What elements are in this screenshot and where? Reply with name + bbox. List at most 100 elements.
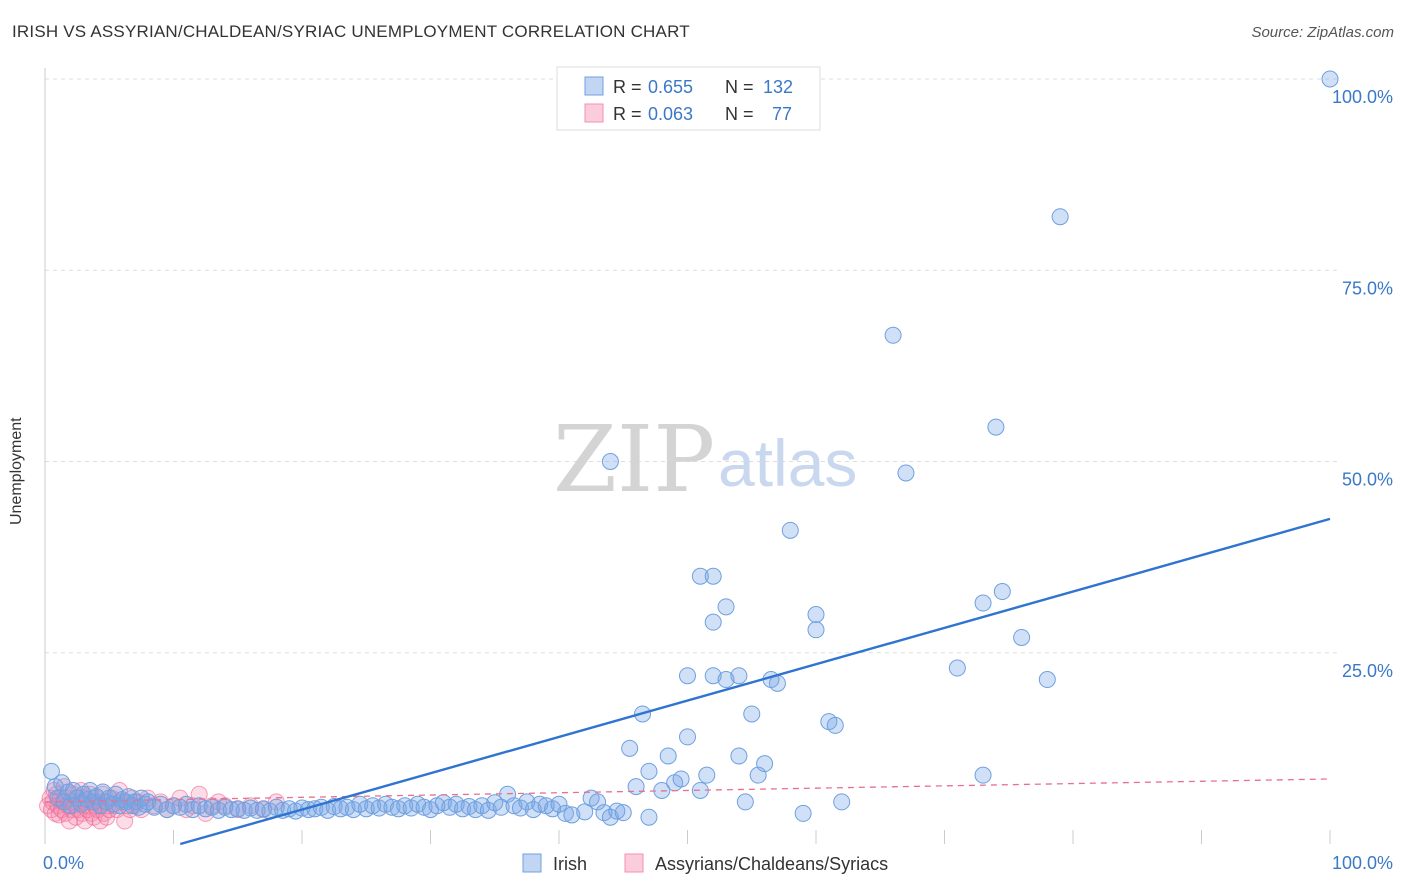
y-tick-label-3: 100.0%	[1332, 87, 1393, 107]
irish-point-102	[608, 802, 626, 820]
source-note: Source: ZipAtlas.com	[1251, 24, 1394, 41]
irish-point-126	[736, 793, 754, 811]
bottom-legend-label-irish: Irish	[553, 854, 587, 874]
irish-point-95	[556, 804, 574, 822]
irish-point-134	[807, 621, 825, 639]
irish-point-68	[383, 798, 401, 816]
irish-point-97	[576, 803, 594, 821]
irish-point-61	[338, 798, 356, 816]
trend-lines	[44, 517, 1331, 846]
irish-point-135	[807, 606, 825, 623]
irish-point-117	[691, 567, 709, 585]
irish-trend-line	[179, 517, 1331, 846]
irish-point-103	[614, 804, 632, 822]
legend-swatch-assyr	[584, 103, 604, 123]
irish-point-122	[717, 671, 735, 689]
irish-point-137	[826, 716, 844, 734]
irish-point-7	[64, 781, 82, 799]
irish-point-127	[743, 705, 761, 723]
irish-points	[42, 70, 1339, 826]
irish-point-139	[884, 326, 902, 344]
irish-point-94	[550, 795, 568, 813]
legend-r-value-assyr: 0.063	[648, 104, 693, 124]
irish-point-87	[505, 797, 523, 815]
irish-point-70	[396, 797, 414, 815]
watermark-atlas: atlas	[718, 426, 857, 500]
legend-r-label-assyr: R =	[613, 104, 642, 124]
irish-point-123	[717, 598, 735, 616]
irish-point-44	[229, 800, 247, 818]
irish-point-120	[704, 567, 722, 585]
irish-point-121	[704, 613, 722, 631]
assyr-trend-line	[44, 778, 1331, 803]
irish-point-147	[1038, 671, 1056, 689]
y-tick-label-0: 25.0%	[1342, 661, 1393, 681]
irish-point-39	[197, 800, 215, 818]
irish-point-132	[781, 521, 799, 539]
irish-point-65	[364, 797, 382, 815]
bottom-legend-swatch-assyr	[624, 853, 644, 873]
irish-point-125	[730, 667, 748, 685]
irish-point-141	[948, 659, 966, 677]
irish-point-111	[659, 747, 677, 765]
correlation-legend: R = 0.655 N = 132 R = 0.063 N = 77	[556, 66, 821, 131]
bottom-legend-label-assyr: Assyrians/Chaldeans/Syriacs	[655, 854, 888, 874]
bottom-legend-swatch-irish	[522, 853, 542, 873]
legend-swatch-irish	[584, 76, 604, 96]
irish-point-124	[730, 747, 748, 765]
irish-point-91	[531, 795, 549, 813]
legend-r-value-irish: 0.655	[648, 77, 693, 97]
tick-labels: 25.0% 50.0% 75.0% 100.0% 0.0% 100.0%	[43, 87, 1393, 873]
irish-point-12	[81, 781, 99, 799]
irish-point-34	[165, 797, 182, 815]
irish-point-43	[222, 801, 240, 819]
irish-point-104	[627, 778, 645, 796]
irish-point-148	[1051, 208, 1069, 226]
grid-layer	[44, 68, 1340, 844]
irish-point-101	[601, 808, 619, 826]
irish-point-149	[1321, 70, 1339, 88]
irish-point-140	[897, 464, 915, 482]
irish-point-79	[454, 800, 472, 818]
legend-n-label-irish: N =	[725, 77, 754, 97]
irish-point-145	[993, 583, 1011, 601]
legend-n-value-assyr: 77	[772, 104, 792, 124]
legend-n-label-assyr: N =	[725, 104, 754, 124]
irish-point-115	[679, 667, 696, 685]
irish-point-118	[698, 766, 716, 784]
irish-point-119	[704, 667, 722, 685]
chart-title: IRISH VS ASSYRIAN/CHALDEAN/SYRIAC UNEMPL…	[12, 22, 690, 41]
irish-point-107	[621, 739, 639, 757]
irish-point-99	[589, 793, 607, 811]
irish-point-138	[833, 793, 851, 811]
legend-n-value-irish: 132	[763, 77, 793, 97]
irish-point-146	[1013, 628, 1031, 646]
legend-r-label-irish: R =	[613, 77, 642, 97]
y-tick-label-1: 50.0%	[1342, 470, 1393, 490]
irish-point-73	[415, 798, 433, 816]
irish-point-19	[104, 795, 122, 813]
irish-point-16	[94, 783, 112, 801]
irish-point-46	[242, 799, 260, 817]
irish-point-113	[672, 770, 690, 788]
irish-point-114	[679, 728, 696, 746]
y-tick-label-2: 75.0%	[1342, 278, 1393, 298]
x-tick-label-min: 0.0%	[43, 853, 84, 873]
watermark-zip: ZIP	[553, 406, 715, 513]
irish-point-142	[974, 594, 992, 612]
irish-point-88	[511, 799, 529, 817]
irish-point-133	[794, 804, 812, 822]
irish-point-129	[756, 755, 774, 773]
irish-point-60	[332, 800, 350, 818]
irish-point-143	[974, 766, 992, 784]
irish-point-48	[254, 800, 272, 818]
irish-point-45	[235, 801, 253, 819]
irish-point-106	[601, 453, 619, 470]
irish-point-47	[248, 801, 266, 819]
series-legend: Irish Assyrians/Chaldeans/Syriacs	[522, 853, 888, 874]
x-tick-label-max: 100.0%	[1332, 853, 1393, 873]
irish-point-105	[640, 762, 658, 780]
irish-point-144	[987, 418, 1005, 436]
irish-point-109	[640, 808, 658, 826]
